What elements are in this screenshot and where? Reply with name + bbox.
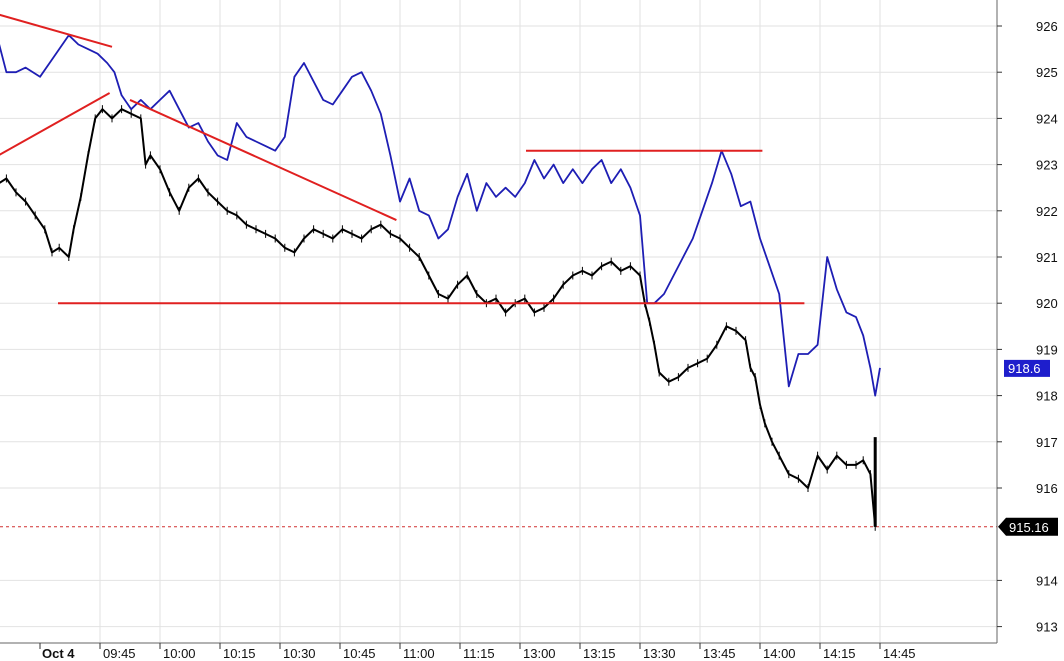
x-tick-label: 11:00	[403, 646, 435, 661]
y-tick-label: 916	[1036, 481, 1058, 496]
x-tick-label: 10:30	[283, 646, 316, 661]
x-tick-label: 13:15	[583, 646, 616, 661]
series-line-blue	[0, 34, 881, 397]
badge-blue-bg	[1004, 359, 1050, 377]
y-tick-label: 922	[1036, 204, 1058, 219]
axes	[0, 0, 998, 644]
x-tick-label: 14:00	[763, 646, 796, 661]
y-tick-label: 917	[1036, 435, 1058, 450]
x-tick-label: 13:45	[703, 646, 736, 661]
x-tick-label: Oct 4	[42, 646, 75, 661]
y-tick-label: 923	[1036, 158, 1058, 173]
value-badges: 918.6 915.16	[998, 359, 1058, 536]
grid-lines	[0, 0, 997, 643]
y-tick-label: 921	[1036, 250, 1058, 265]
y-tick-label: 919	[1036, 342, 1058, 357]
x-tick-label: 14:45	[883, 646, 916, 661]
badge-black-bg	[998, 517, 1058, 536]
x-tick-label: 10:00	[163, 646, 196, 661]
x-tick-label: 11:15	[463, 646, 495, 661]
x-tick-label: 09:45	[103, 646, 136, 661]
x-tick-label: 10:45	[343, 646, 376, 661]
x-tick-label: 13:30	[643, 646, 676, 661]
x-tick-label: 14:15	[823, 646, 856, 661]
x-tick-label: 13:00	[523, 646, 556, 661]
series-group	[0, 34, 881, 531]
y-tick-label: 924	[1036, 111, 1058, 126]
y-tick-label: 918	[1036, 389, 1058, 404]
badge-black-text: 915.16	[1009, 520, 1049, 535]
x-axis-ticks: 5Oct 409:4510:0010:1510:3010:4511:0011:1…	[39, 643, 916, 661]
y-tick-label: 925	[1036, 65, 1058, 80]
y-axis-ticks: 926 925 924 923 922 921 920 919 918 917 916 914 913	[997, 19, 1058, 635]
series-line-black	[0, 108, 877, 527]
y-tick-label: 926	[1036, 19, 1058, 34]
trendlines-group	[0, 13, 805, 305]
x-tick-label: 10:15	[223, 646, 256, 661]
trendline-3	[129, 99, 397, 221]
y-tick-label: 920	[1036, 296, 1058, 311]
y-tick-label: 913	[1036, 620, 1058, 635]
badge-blue-text: 918.6	[1008, 361, 1041, 376]
trendline-1	[0, 13, 113, 48]
trendline-2	[0, 92, 111, 156]
y-tick-label: 914	[1036, 573, 1058, 588]
